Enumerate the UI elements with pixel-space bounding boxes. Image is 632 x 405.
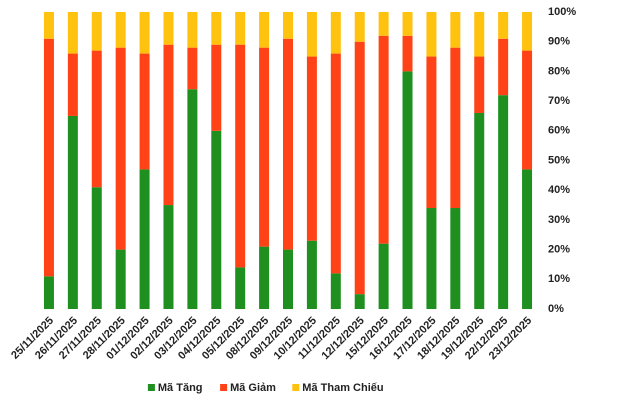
bar-segment [163, 44, 174, 206]
bar-segment [402, 35, 413, 72]
bar-segment [354, 294, 365, 309]
bar-segment [402, 12, 413, 36]
bar-segment [474, 112, 485, 309]
bar-segment [378, 35, 389, 244]
bar-segment [330, 53, 341, 274]
bar-segment [115, 249, 126, 309]
bar-segment [306, 12, 317, 57]
bar-segment [426, 56, 437, 209]
bar-segment [115, 47, 126, 250]
bar-segment [187, 89, 198, 309]
bar-segment [498, 95, 509, 309]
bar-segment [235, 44, 246, 268]
legend-swatch [220, 384, 228, 391]
y-tick-label: 0% [548, 303, 564, 315]
y-tick-label: 10% [548, 273, 570, 285]
y-tick-label: 20% [548, 244, 570, 256]
bar-segment [91, 12, 102, 51]
bar-segment [139, 12, 150, 54]
bar-segment [306, 56, 317, 241]
bar-segment [450, 208, 461, 309]
bar-segment [450, 47, 461, 209]
bar-segment [139, 169, 150, 309]
bar-segment [498, 12, 509, 39]
bar-segment [330, 12, 341, 54]
legend-label: Mã Tham Chiếu [302, 382, 383, 394]
bar-segment [91, 187, 102, 309]
bar-segment [474, 56, 485, 113]
bar-segment [283, 12, 293, 39]
legend-swatch [147, 384, 155, 391]
bar-segment [43, 12, 54, 39]
bar-segment [67, 53, 78, 116]
bar-segment [426, 12, 437, 57]
bar-segment [330, 273, 341, 309]
bar-segment [211, 12, 222, 45]
bar-segment [91, 50, 102, 188]
bar-segment [354, 41, 365, 295]
bar-segment [474, 12, 485, 57]
y-tick-label: 30% [548, 214, 570, 226]
bar-segment [187, 47, 198, 90]
bar-segment [235, 12, 246, 45]
y-tick-label: 70% [548, 95, 570, 107]
legend-swatch [292, 384, 300, 391]
bar-segment [115, 12, 126, 48]
bar-segment [354, 12, 365, 42]
bar-segment [163, 12, 174, 45]
bar-segment [283, 249, 293, 309]
bar-segment [378, 12, 389, 36]
bar-segment [43, 38, 54, 277]
y-tick-label: 90% [548, 36, 570, 48]
bar-segment [306, 240, 317, 309]
bar-segment [378, 243, 389, 309]
bar-segment [259, 246, 270, 309]
bar-segment [211, 44, 222, 131]
bar-segment [402, 71, 413, 310]
bar-segment [259, 47, 270, 247]
bar-segment [283, 38, 293, 250]
y-tick-label: 50% [548, 154, 570, 166]
bar-segment [522, 169, 533, 309]
bar-segment [235, 267, 246, 309]
y-tick-label: 100% [548, 6, 576, 18]
y-tick-label: 40% [548, 184, 570, 196]
bar-segment [259, 12, 270, 48]
bar-segment [522, 50, 533, 170]
bar-segment [43, 276, 54, 309]
bar-segment [450, 12, 461, 48]
bar-segment [426, 208, 437, 309]
bar-segment [187, 12, 198, 48]
bar-segment [67, 12, 78, 54]
bar-segment [211, 130, 222, 309]
y-tick-label: 60% [548, 125, 570, 137]
bar-segment [67, 115, 78, 309]
bar-segment [139, 53, 150, 170]
bar-segment [522, 12, 533, 51]
bar-segment [163, 205, 174, 309]
legend-label: Mã Tăng [158, 382, 203, 394]
bar-segment [498, 38, 509, 96]
legend-label: Mã Giảm [230, 382, 276, 394]
y-tick-label: 80% [548, 65, 570, 77]
